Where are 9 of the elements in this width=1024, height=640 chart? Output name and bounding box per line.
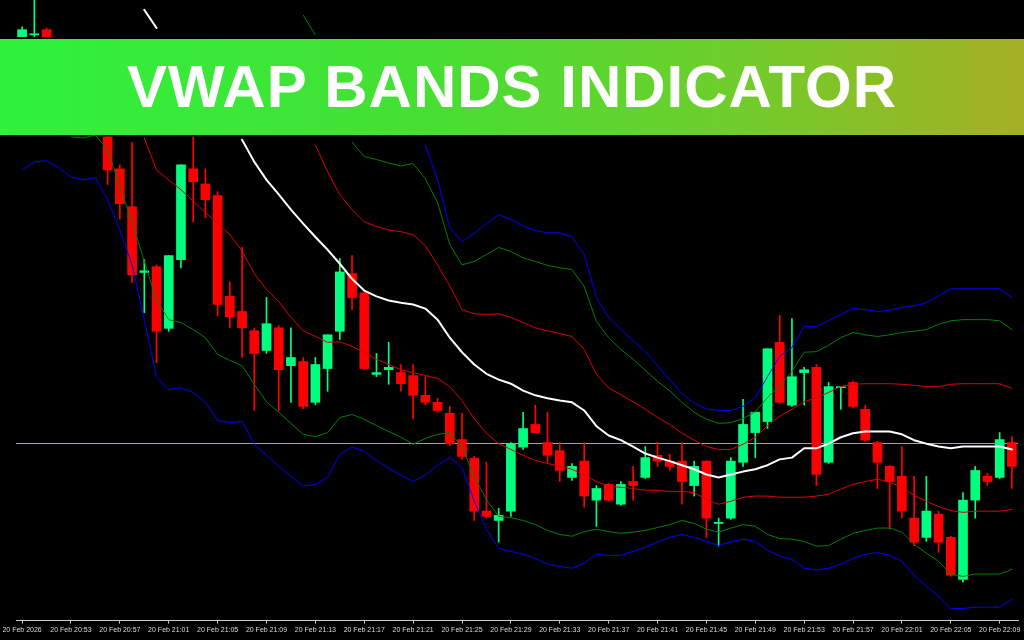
candlestick <box>799 367 809 406</box>
candlestick <box>139 259 150 313</box>
candlestick <box>383 342 394 385</box>
candlestick <box>188 136 199 223</box>
candlestick <box>628 466 638 501</box>
candlestick <box>237 247 247 358</box>
candlestick <box>29 0 40 38</box>
banner: VWAP BANDS INDICATOR <box>0 39 1024 135</box>
candlestick <box>286 327 296 403</box>
